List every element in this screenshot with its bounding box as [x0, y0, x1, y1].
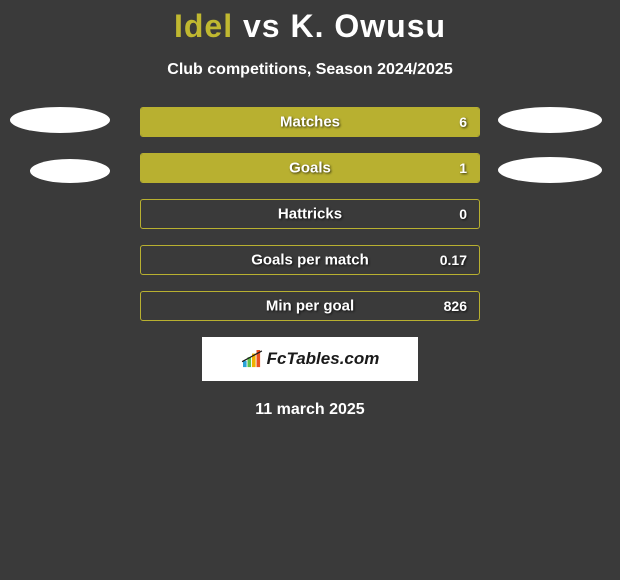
- decorative-ellipse: [30, 159, 110, 183]
- stat-row: Matches6: [140, 107, 480, 137]
- subtitle: Club competitions, Season 2024/2025: [0, 61, 620, 79]
- logo-text: FcTables.com: [267, 349, 380, 369]
- comparison-chart: Matches6Goals1Hattricks0Goals per match0…: [0, 107, 620, 321]
- stat-label: Min per goal: [141, 298, 479, 315]
- decorative-ellipse: [498, 107, 602, 133]
- stat-label: Goals per match: [141, 252, 479, 269]
- stat-value: 0.17: [440, 252, 467, 268]
- stat-row: Goals1: [140, 153, 480, 183]
- stat-row: Goals per match0.17: [140, 245, 480, 275]
- stat-value: 0: [459, 206, 467, 222]
- decorative-ellipse: [498, 157, 602, 183]
- widget-root: Idel vs K. Owusu Club competitions, Seas…: [0, 0, 620, 580]
- chart-icon: [241, 350, 263, 368]
- title-player2: K. Owusu: [290, 8, 446, 44]
- fctables-logo[interactable]: FcTables.com: [202, 337, 418, 381]
- stat-label: Hattricks: [141, 206, 479, 223]
- date-label: 11 march 2025: [0, 401, 620, 419]
- stat-row: Hattricks0: [140, 199, 480, 229]
- page-title: Idel vs K. Owusu: [0, 0, 620, 45]
- stat-value: 6: [459, 114, 467, 130]
- decorative-ellipse: [10, 107, 110, 133]
- stat-value: 826: [444, 298, 467, 314]
- stat-label: Goals: [141, 160, 479, 177]
- stat-value: 1: [459, 160, 467, 176]
- title-vs: vs: [243, 8, 281, 44]
- stat-label: Matches: [141, 114, 479, 131]
- stat-row: Min per goal826: [140, 291, 480, 321]
- title-player1: Idel: [174, 8, 233, 44]
